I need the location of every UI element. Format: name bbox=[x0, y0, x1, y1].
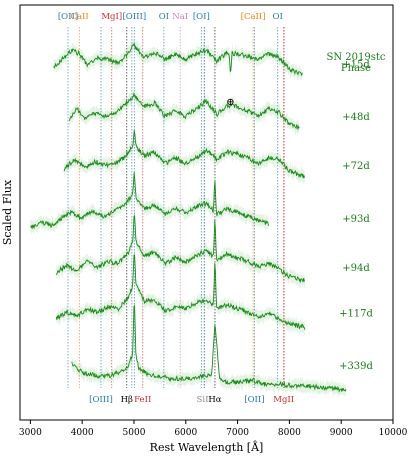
top-line-label: OI bbox=[273, 12, 283, 22]
phase-label-layer: +15d +48d +72d +93d +94d +117d +339d bbox=[339, 59, 373, 372]
bottom-line-label: FeII bbox=[134, 395, 151, 405]
spectrum-noise-band bbox=[56, 247, 305, 336]
top-line-label: MgI] bbox=[101, 12, 122, 22]
chart-annotation-phase: Phase bbox=[341, 63, 371, 74]
bottom-line-label: MgII bbox=[273, 395, 294, 405]
bottom-line-label: Hβ bbox=[121, 395, 133, 405]
phase-label: +72d bbox=[342, 161, 370, 172]
bottom-line-label: Hα bbox=[208, 395, 221, 405]
spectrum-line bbox=[53, 43, 303, 77]
top-line-label: CaII bbox=[70, 12, 88, 22]
spectrum-noise-band bbox=[53, 39, 303, 82]
spectrum-noise-band bbox=[64, 125, 305, 186]
line-label-layer: [OII]CaII MgI] [OIII] OI NaI [OI] [CaII] OI[OII… bbox=[58, 12, 294, 405]
spectrum-noise-band bbox=[30, 167, 269, 236]
top-line-label: OI bbox=[159, 12, 169, 22]
x-tick-layer: 3000 4000 5000 6000 7000 8000 9000 10000 bbox=[19, 420, 408, 438]
x-tick-label: 8000 bbox=[278, 428, 301, 438]
x-axis-label: Rest Wavelength [Å] bbox=[150, 440, 264, 454]
x-tick-label: 10000 bbox=[379, 428, 408, 438]
phase-label: +15d bbox=[342, 59, 370, 70]
phase-label: +117d bbox=[339, 308, 373, 319]
bottom-line-label: SiII bbox=[197, 395, 212, 405]
y-axis-label: Scaled Flux bbox=[1, 179, 14, 245]
phase-label: +93d bbox=[342, 214, 370, 225]
x-tick-label: 9000 bbox=[330, 428, 353, 438]
spectrum-line bbox=[55, 214, 306, 284]
reference-lines-layer bbox=[67, 27, 285, 388]
top-line-label: [CaII] bbox=[241, 12, 266, 22]
x-tick-label: 6000 bbox=[174, 428, 197, 438]
top-line-label: NaI bbox=[172, 12, 188, 22]
x-tick-label: 3000 bbox=[19, 428, 42, 438]
phase-label: +94d bbox=[342, 263, 370, 274]
spectrum-line bbox=[63, 130, 306, 179]
bottom-line-label: [OIII] bbox=[89, 395, 113, 405]
top-line-label: [OIII] bbox=[122, 12, 146, 22]
spectrum-line bbox=[68, 92, 300, 131]
x-tick-label: 5000 bbox=[123, 428, 146, 438]
bottom-line-label: [OII] bbox=[244, 395, 264, 405]
x-tick-label: 7000 bbox=[226, 428, 249, 438]
x-tick-label: 4000 bbox=[71, 428, 94, 438]
spectra-fill-layer bbox=[30, 39, 346, 399]
chart-annotation-object: SN 2019stc bbox=[327, 52, 386, 63]
top-line-label: [OII] bbox=[58, 12, 78, 22]
spectra-series-layer bbox=[30, 43, 347, 394]
phase-label: +339d bbox=[339, 361, 373, 372]
spectrum-line bbox=[71, 305, 347, 394]
spectrum-line bbox=[30, 172, 269, 230]
spectrum-noise-band bbox=[71, 298, 346, 399]
plot-frame bbox=[19, 4, 394, 421]
top-line-label: [OI] bbox=[193, 12, 210, 22]
spectrum-line bbox=[55, 254, 306, 330]
earth-symbol-telluric: ⊕ bbox=[226, 97, 234, 108]
phase-label: +48d bbox=[342, 112, 370, 123]
